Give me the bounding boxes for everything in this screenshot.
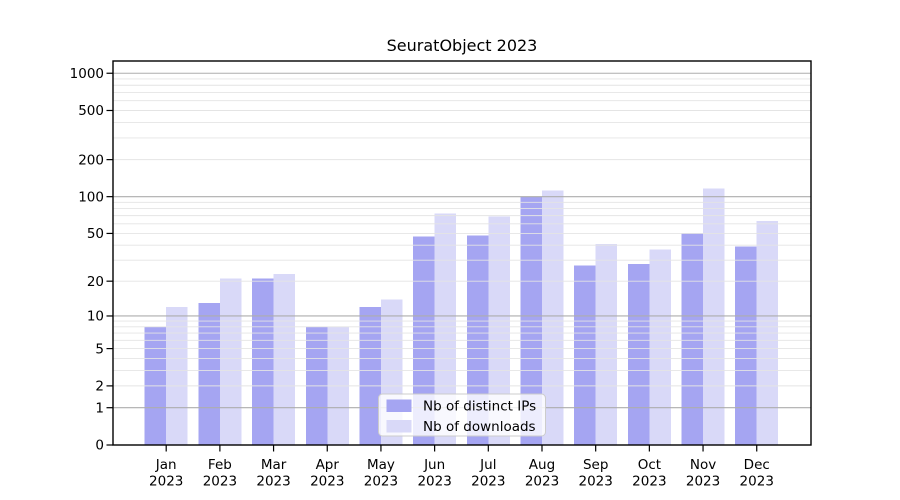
bar-distinct-ips-dec (735, 246, 757, 445)
x-axis: Jan2023Feb2023Mar2023Apr2023May2023Jun20… (149, 445, 774, 490)
x-axis-tick-label-month: Oct (638, 457, 661, 473)
x-axis-tick-label-month: Apr (316, 457, 340, 473)
legend: Nb of distinct IPs Nb of downloads (378, 393, 546, 437)
x-axis-tick-label-month: Dec (744, 457, 770, 473)
y-axis-tick-label: 10 (87, 309, 104, 325)
bar-distinct-ips-jun (413, 236, 435, 445)
x-axis-tick-label-month: Jun (423, 457, 445, 473)
legend-label-distinct-ips: Nb of distinct IPs (423, 399, 536, 415)
y-axis-tick-label: 20 (87, 274, 104, 290)
gridlines-layer (113, 72, 811, 409)
x-axis-tick-label-month: May (367, 457, 395, 473)
y-axis-tick-label: 50 (87, 226, 104, 242)
y-axis-tick-label: 200 (78, 152, 104, 168)
x-axis-tick-label-year: 2023 (686, 474, 720, 490)
x-axis-tick-label-year: 2023 (740, 474, 774, 490)
legend-box (378, 393, 546, 437)
y-axis-tick-label: 1 (95, 400, 104, 416)
bar-downloads-nov (703, 188, 725, 445)
y-axis: 0 1 2 5 10 20 50 100 200 500 1000 (70, 66, 113, 454)
x-axis-tick-label-year: 2023 (471, 474, 505, 490)
x-axis-tick-label-year: 2023 (149, 474, 183, 490)
legend-label-downloads: Nb of downloads (423, 419, 536, 435)
y-axis-tick-label: 0 (95, 438, 104, 454)
x-axis-tick-label-month: Jul (479, 457, 496, 473)
x-axis-tick-label-year: 2023 (579, 474, 613, 490)
x-axis-tick-label-month: Sep (583, 457, 608, 473)
x-axis-tick-label-year: 2023 (256, 474, 290, 490)
legend-swatch-downloads (386, 420, 412, 433)
bar-downloads-jun (434, 213, 457, 445)
legend-swatch-distinct-ips (386, 399, 412, 412)
bar-downloads-sep (595, 243, 618, 445)
x-axis-tick-label-year: 2023 (310, 474, 344, 490)
bar-downloads-mar (273, 273, 296, 445)
x-axis-tick-label-month: Feb (208, 457, 232, 473)
y-axis-tick-label: 2 (95, 379, 104, 395)
bar-distinct-ips-nov (681, 233, 704, 445)
x-axis-tick-label-year: 2023 (417, 474, 451, 490)
x-axis-tick-label-year: 2023 (203, 474, 237, 490)
x-axis-tick-label-month: Nov (690, 457, 716, 473)
bar-downloads-jul (488, 216, 510, 445)
bars-layer (144, 188, 779, 445)
x-axis-tick-label-month: Aug (529, 457, 555, 473)
x-axis-tick-label-month: Jan (155, 457, 177, 473)
bar-downloads-oct (649, 249, 671, 445)
bar-distinct-ips-sep (574, 265, 596, 445)
x-axis-tick-label-month: Mar (261, 457, 287, 473)
x-axis-tick-label-year: 2023 (364, 474, 398, 490)
y-axis-tick-label: 5 (95, 341, 104, 357)
bar-downloads-feb (219, 278, 242, 445)
y-axis-tick-label: 500 (78, 103, 104, 119)
chart-title: SeuratObject 2023 (387, 36, 538, 55)
bar-distinct-ips-may (359, 306, 381, 445)
y-axis-tick-label: 1000 (70, 66, 104, 82)
x-axis-tick-label-year: 2023 (525, 474, 559, 490)
bar-distinct-ips-oct (627, 263, 650, 445)
bar-downloads-jan (166, 306, 188, 445)
y-axis-tick-label: 100 (78, 189, 104, 205)
bar-distinct-ips-feb (198, 302, 220, 445)
bar-downloads-aug (541, 190, 564, 445)
x-axis-tick-label-year: 2023 (632, 474, 666, 490)
bar-distinct-ips-mar (252, 278, 274, 445)
plot-frame (112, 60, 812, 446)
